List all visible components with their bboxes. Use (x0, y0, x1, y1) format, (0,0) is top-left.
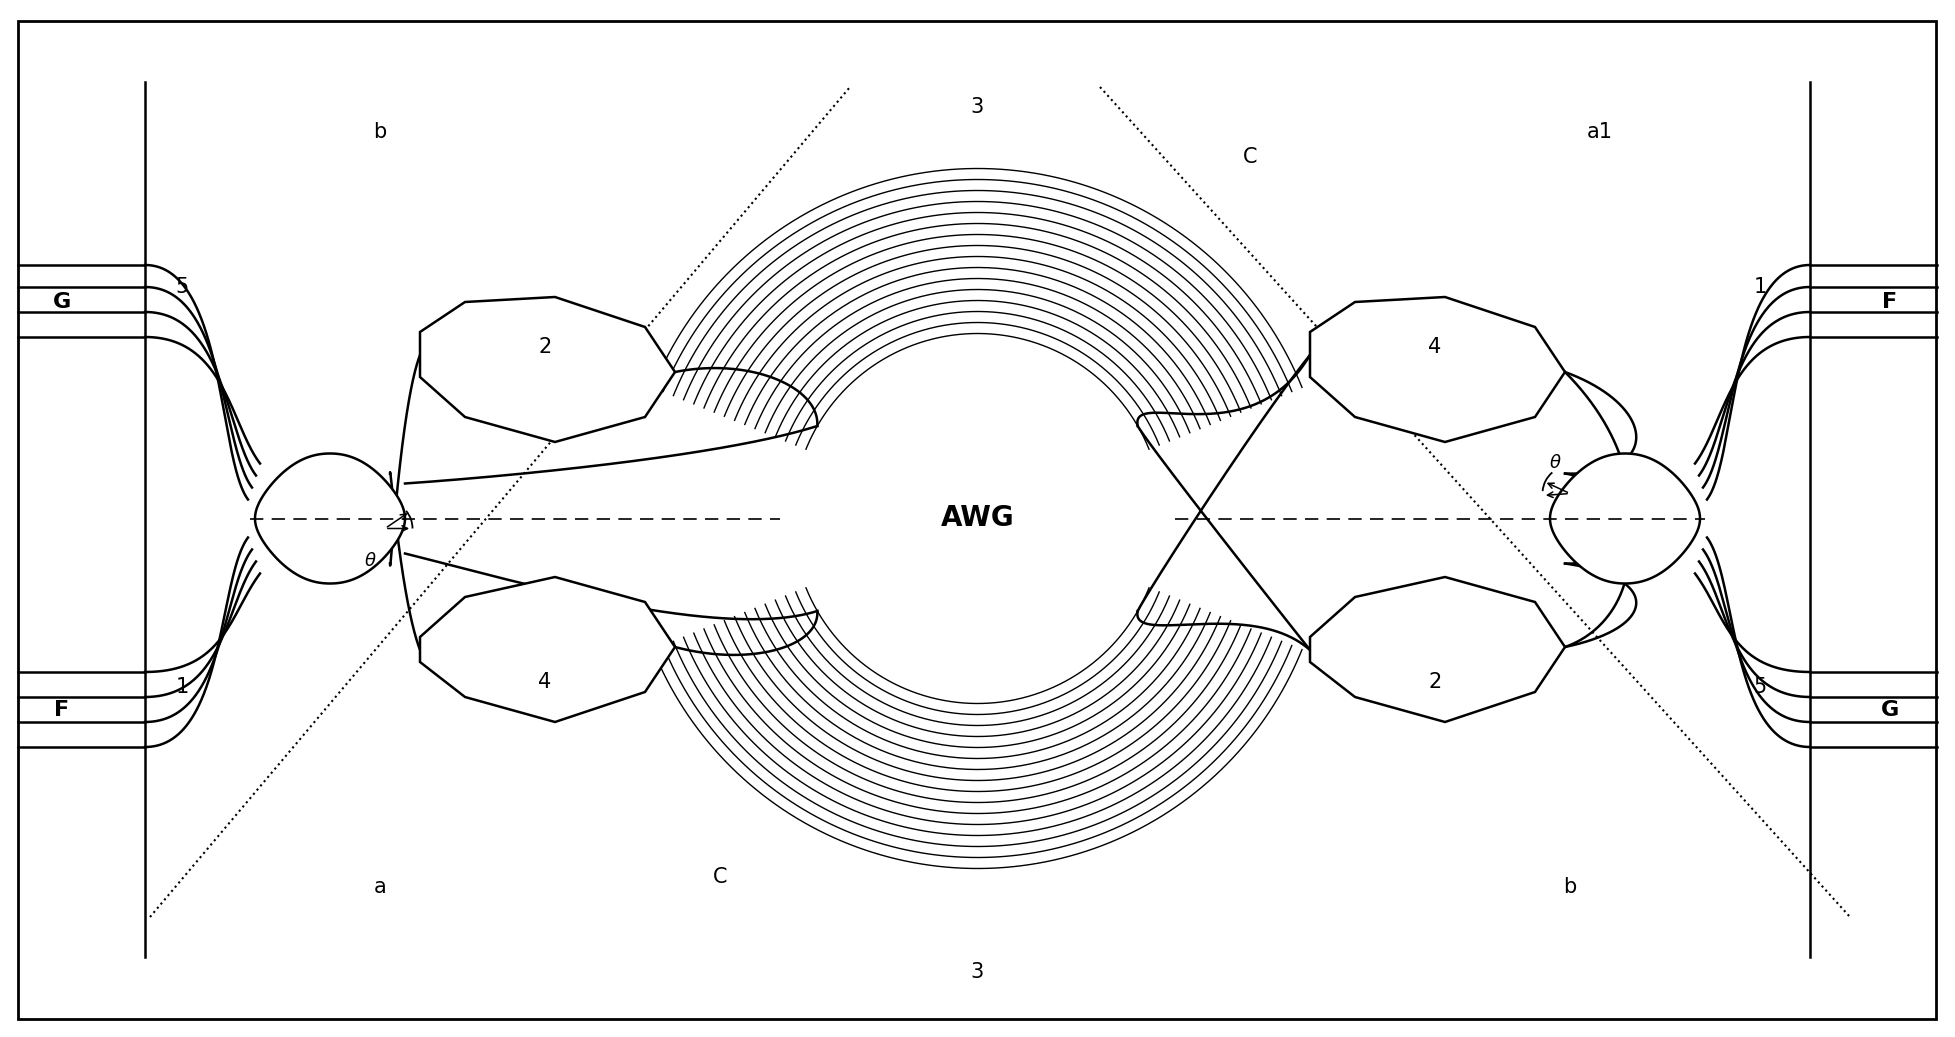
Text: a: a (373, 877, 387, 897)
Text: 3: 3 (972, 97, 983, 117)
Text: b: b (373, 122, 387, 142)
Text: θ: θ (1550, 454, 1560, 473)
Polygon shape (1310, 297, 1566, 442)
Text: F: F (1883, 292, 1898, 312)
Text: θ: θ (364, 552, 375, 569)
Text: 4: 4 (1429, 337, 1441, 357)
Polygon shape (420, 297, 674, 442)
Text: 4: 4 (538, 672, 551, 692)
Polygon shape (1310, 577, 1566, 722)
Text: C: C (1243, 147, 1257, 167)
Text: F: F (55, 700, 70, 720)
Text: 3: 3 (972, 962, 983, 982)
Text: 5: 5 (1754, 677, 1767, 697)
Text: AWG: AWG (940, 504, 1015, 533)
Text: 2: 2 (538, 337, 551, 357)
Polygon shape (254, 453, 405, 584)
Text: 1: 1 (1754, 277, 1767, 297)
Text: b: b (1564, 877, 1576, 897)
Text: C: C (714, 867, 727, 887)
Text: G: G (53, 292, 70, 312)
Text: 5: 5 (176, 277, 188, 297)
Text: G: G (1881, 700, 1898, 720)
Polygon shape (420, 577, 674, 722)
Text: 1: 1 (176, 677, 188, 697)
Polygon shape (1550, 453, 1701, 584)
Text: 2: 2 (1429, 672, 1441, 692)
Text: a1: a1 (1587, 122, 1613, 142)
